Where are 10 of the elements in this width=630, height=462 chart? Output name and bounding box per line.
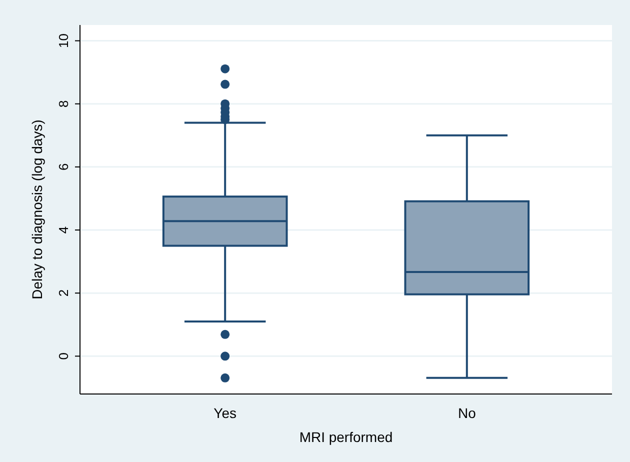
y-tick-label: 6	[56, 163, 71, 171]
y-axis-title: Delay to diagnosis (log days)	[29, 120, 45, 300]
y-tick-label: 8	[56, 100, 71, 108]
y-tick-label: 0	[56, 352, 71, 360]
y-tick-label: 10	[56, 34, 71, 48]
y-tick-label: 2	[56, 289, 71, 297]
y-tick-label: 4	[56, 226, 71, 234]
x-axis-title: MRI performed	[299, 429, 393, 445]
x-tick-label: Yes	[214, 405, 237, 421]
x-tick-label: No	[458, 405, 476, 421]
